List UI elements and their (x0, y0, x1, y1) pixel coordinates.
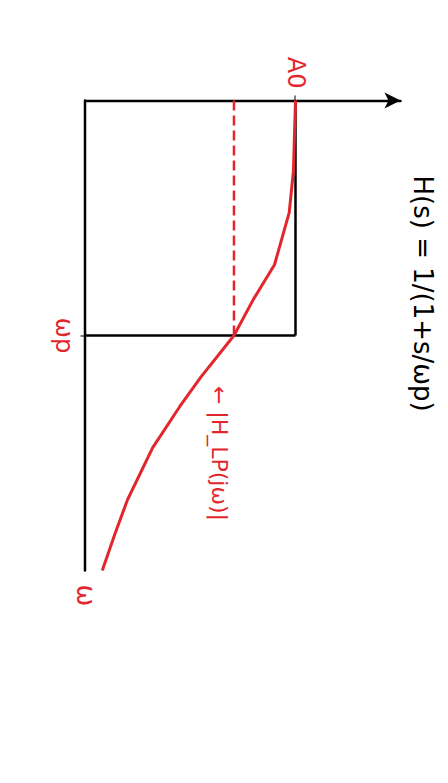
svg-text:ωp: ωp (49, 317, 77, 352)
svg-text:ω: ω (70, 584, 100, 606)
svg-text:← |H_LP(jω)|: ← |H_LP(jω)| (205, 385, 231, 520)
svg-text:A0: A0 (281, 56, 309, 88)
svg-text:H(s) = 1/(1+s/ωp): H(s) = 1/(1+s/ωp) (407, 175, 437, 411)
